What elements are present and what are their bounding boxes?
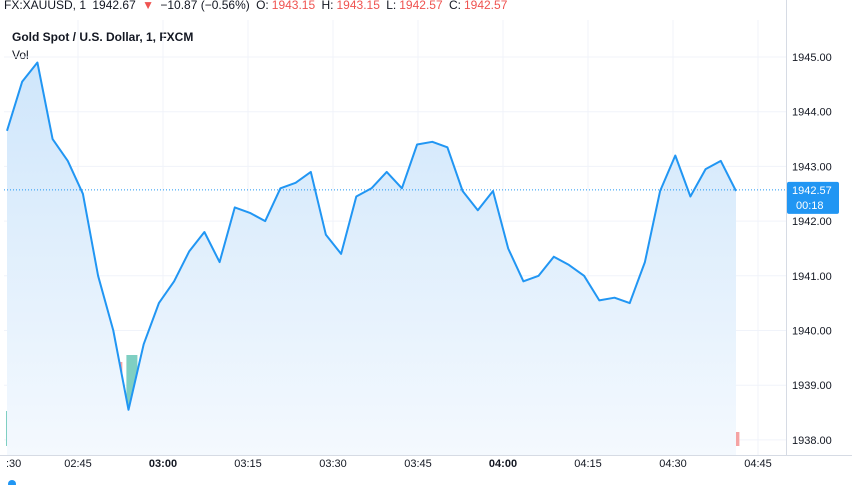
y-tick-label: 1943.00 — [792, 161, 832, 173]
high-value: 1943.15 — [336, 0, 380, 12]
open-value: 1943.15 — [271, 0, 316, 12]
low-value: 1942.57 — [399, 0, 443, 12]
x-tick-label: 04:15 — [574, 458, 602, 470]
y-tick-label: 1940.00 — [792, 326, 832, 338]
x-tick-label: 03:15 — [234, 458, 262, 470]
symbol-label: FX:XAUUSD, 1 — [4, 0, 87, 12]
price-tag: 1942.57 00:18 — [787, 181, 839, 214]
high-label: H: — [321, 0, 334, 12]
close-label: C: — [448, 0, 461, 12]
y-tick-label: 1938.00 — [792, 435, 832, 447]
x-tick-label: 04:30 — [659, 458, 687, 470]
y-tick-label: 1939.00 — [792, 380, 832, 392]
x-tick-label: 04:00 — [489, 458, 517, 470]
price-line — [6, 61, 737, 411]
axis-layer: 1945.00 1944.00 1943.00 1942.00 1941.00 1940.… — [0, 0, 852, 470]
series-title[interactable]: Gold Spot / U.S. Dollar, 1, FXCM — [12, 30, 194, 44]
x-tick-label: 02:45 — [64, 458, 92, 470]
volume-legend[interactable]: Vol — [12, 48, 29, 62]
chart-legend: Gold Spot / U.S. Dollar, 1, FXCM Vol — [12, 28, 193, 64]
last-price: 1942.67 — [92, 0, 136, 12]
down-arrow-icon: ▼ — [142, 0, 154, 12]
low-label: L: — [386, 0, 397, 12]
x-tick-label: 04:45 — [744, 458, 772, 470]
price-tag-value: 1942.57 — [792, 185, 832, 197]
countdown-value: 00:18 — [796, 200, 824, 212]
open-label: O: — [256, 0, 269, 12]
x-tick-label: 03:00 — [149, 458, 177, 470]
price-tag-box — [787, 181, 839, 214]
y-tick-label: 1942.00 — [792, 216, 832, 228]
y-tick-label: 1941.00 — [792, 271, 832, 283]
y-tick-label: 1945.00 — [792, 52, 832, 64]
x-tick-label: :30 — [6, 458, 21, 470]
ohlc-bar: FX:XAUUSD, 1 1942.67 ▼ −10.87 (−0.56%) O… — [4, 0, 510, 12]
x-tick-label: 03:45 — [404, 458, 432, 470]
scroll-handle-icon[interactable] — [8, 480, 16, 485]
y-tick-label: 1944.00 — [792, 107, 832, 119]
x-tick-label: 03:30 — [319, 458, 347, 470]
close-value: 1942.57 — [463, 0, 508, 12]
price-area — [7, 62, 736, 455]
change-value: −10.87 (−0.56%) — [160, 0, 250, 12]
